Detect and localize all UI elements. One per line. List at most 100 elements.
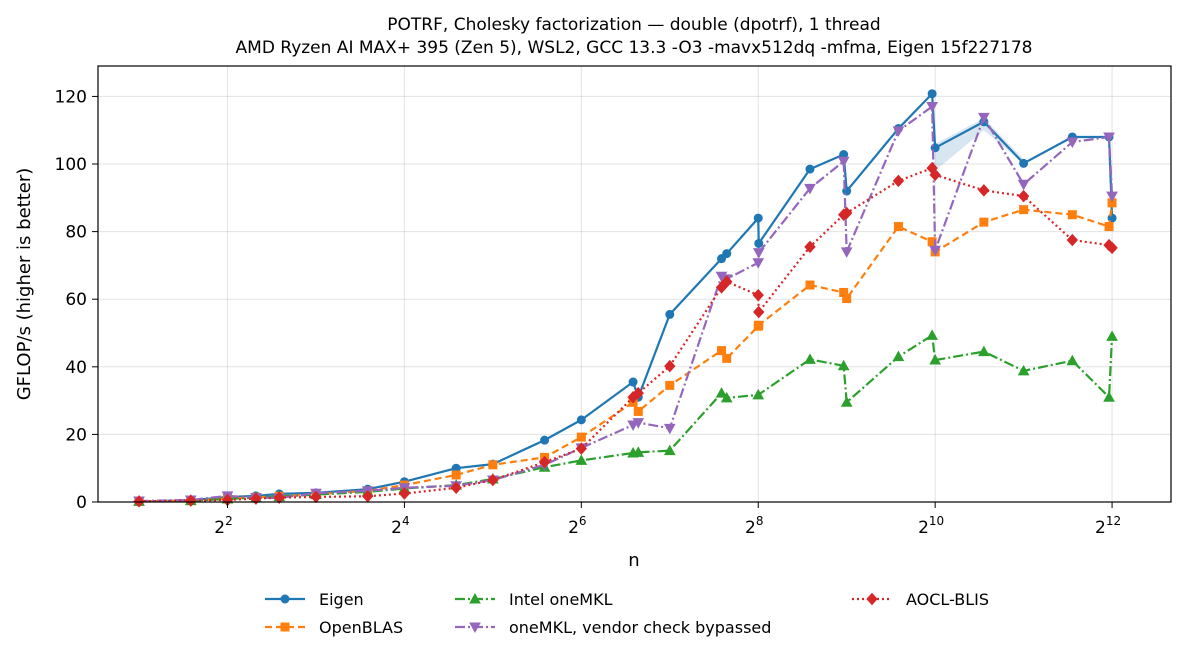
y-tick-label: 80 <box>65 223 87 243</box>
data-point-intel-onemkl <box>1066 354 1079 366</box>
data-point-onemkl-vendor-check-bypassed <box>978 112 990 124</box>
y-axis: 0 20 40 60 80 100 120 <box>55 87 98 513</box>
x-tick-base: 2 <box>391 518 402 538</box>
data-point-aocl-blis <box>664 359 676 373</box>
x-tick-exponent: 4 <box>402 514 410 528</box>
data-point-intel-onemkl <box>837 359 850 371</box>
y-tick-label: 20 <box>65 425 87 445</box>
data-point-intel-onemkl <box>720 391 733 403</box>
data-point-intel-onemkl <box>1103 391 1115 402</box>
data-point-intel-onemkl <box>804 353 816 364</box>
plot-frame <box>97 65 1172 503</box>
data-point-openblas <box>722 353 732 363</box>
data-point-intel-onemkl <box>840 396 853 407</box>
x-tick-base: 2 <box>918 518 929 538</box>
series-layer <box>133 89 1118 508</box>
data-point-intel-onemkl <box>1017 364 1030 376</box>
data-point-onemkl-vendor-check-bypassed <box>926 102 938 113</box>
data-point-openblas <box>665 380 675 390</box>
legend-marker <box>280 622 290 632</box>
data-point-aocl-blis <box>538 455 551 469</box>
legend-label: Eigen <box>319 590 364 609</box>
y-tick-label: 100 <box>55 155 87 175</box>
data-point-intel-onemkl <box>926 329 938 340</box>
x-axis: 22 24 26 28 210 212 <box>214 502 1121 538</box>
data-point-intel-onemkl <box>929 354 942 365</box>
data-point-aocl-blis <box>753 305 765 319</box>
data-point-aocl-blis <box>978 184 990 197</box>
x-tick-exponent: 12 <box>1106 514 1121 528</box>
data-point-aocl-blis <box>1066 233 1079 247</box>
x-tick-label: 28 <box>745 514 763 538</box>
data-point-aocl-blis <box>752 288 764 302</box>
data-point-eigen <box>576 415 586 425</box>
data-point-aocl-blis <box>450 481 462 495</box>
data-point-aocl-blis <box>575 442 588 455</box>
data-point-eigen <box>722 249 732 259</box>
data-point-aocl-blis <box>250 492 262 505</box>
data-point-aocl-blis <box>487 473 499 487</box>
x-tick-base: 2 <box>214 518 225 538</box>
data-point-openblas <box>1104 222 1114 232</box>
data-point-openblas <box>1019 205 1029 215</box>
data-point-intel-onemkl <box>752 388 765 400</box>
data-point-onemkl-vendor-check-bypassed <box>929 245 942 257</box>
data-point-aocl-blis <box>1106 241 1118 255</box>
x-tick-exponent: 6 <box>579 514 587 528</box>
x-tick-exponent: 8 <box>756 514 764 528</box>
data-point-onemkl-vendor-check-bypassed <box>1103 132 1115 144</box>
data-point-aocl-blis <box>1017 189 1030 203</box>
x-tick-label: 212 <box>1095 514 1121 538</box>
x-tick-label: 210 <box>918 514 944 538</box>
data-point-openblas <box>979 217 989 227</box>
data-point-eigen <box>927 89 937 99</box>
data-point-intel-onemkl <box>632 446 645 457</box>
x-tick-base: 2 <box>568 518 579 538</box>
data-point-aocl-blis <box>929 168 941 182</box>
data-point-openblas <box>633 406 643 416</box>
x-axis-label: n <box>628 550 639 571</box>
legend: Eigen OpenBLAS Intel oneMKL oneMKL, vendor … <box>265 590 989 637</box>
legend-marker <box>866 592 878 606</box>
data-point-openblas <box>576 432 586 442</box>
series-aocl-blis <box>133 161 1118 508</box>
y-tick-label: 40 <box>65 358 87 378</box>
y-tick-label: 60 <box>65 290 87 310</box>
series-eigen <box>134 89 1117 506</box>
data-point-onemkl-vendor-check-bypassed <box>1066 137 1079 149</box>
legend-label: oneMKL, vendor check bypassed <box>509 618 771 637</box>
legend-item-openblas: OpenBLAS <box>265 618 403 637</box>
data-point-eigen <box>1019 158 1029 168</box>
data-point-aocl-blis <box>804 240 816 254</box>
data-point-openblas <box>1067 210 1077 220</box>
data-point-onemkl-vendor-check-bypassed <box>632 418 645 429</box>
data-point-openblas <box>893 222 903 232</box>
legend-marker <box>469 592 481 604</box>
data-point-aocl-blis <box>632 386 644 400</box>
legend-label: Intel oneMKL <box>509 590 613 609</box>
legend-label: OpenBLAS <box>319 618 403 637</box>
chart-subtitle: AMD Ryzen AI MAX+ 395 (Zen 5), WSL2, GCC… <box>236 38 1033 58</box>
data-point-onemkl-vendor-check-bypassed <box>752 258 765 269</box>
data-point-openblas <box>451 470 461 480</box>
data-point-openblas <box>488 460 498 470</box>
series-line-onemkl-vendor-check-bypassed <box>139 105 1114 503</box>
data-point-openblas <box>805 280 815 290</box>
data-point-openblas <box>754 320 764 330</box>
data-point-onemkl-vendor-check-bypassed <box>663 423 676 435</box>
data-point-openblas <box>842 294 852 304</box>
data-point-onemkl-vendor-check-bypassed <box>1017 179 1030 191</box>
grid <box>98 66 1171 503</box>
data-point-onemkl-vendor-check-bypassed <box>1106 191 1118 203</box>
legend-item-eigen: Eigen <box>265 590 364 609</box>
x-tick-base: 2 <box>745 518 756 538</box>
x-tick-base: 2 <box>1095 518 1106 538</box>
x-tick-label: 26 <box>568 514 586 538</box>
data-point-eigen <box>540 435 550 445</box>
x-tick-label: 24 <box>391 514 409 538</box>
data-point-aocl-blis <box>273 491 285 504</box>
data-point-eigen <box>753 213 763 223</box>
legend-item-aocl-blis: AOCL-BLIS <box>852 590 989 609</box>
legend-marker <box>469 622 481 634</box>
